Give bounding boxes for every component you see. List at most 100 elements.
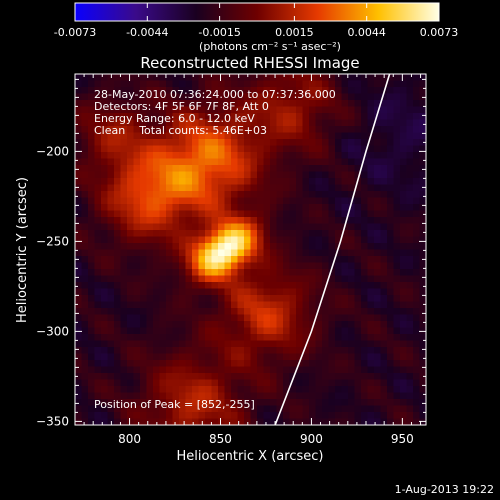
x-tick-label: 850: [209, 432, 232, 446]
heatmap-cell: [127, 74, 135, 82]
heatmap-cell: [120, 340, 128, 348]
heatmap-cell: [101, 236, 109, 244]
heatmap-cell: [101, 132, 109, 140]
heatmap-cell: [257, 230, 265, 238]
heatmap-cell: [101, 321, 109, 329]
heatmap-cell: [257, 386, 265, 394]
heatmap-cell: [192, 379, 200, 387]
heatmap-cell: [101, 80, 109, 88]
heatmap-cell: [341, 139, 349, 147]
heatmap-cell: [322, 353, 330, 361]
heatmap-cell: [127, 139, 135, 147]
heatmap-cell: [335, 366, 343, 374]
heatmap-cell: [263, 145, 271, 153]
heatmap-cell: [192, 399, 200, 407]
heatmap-cell: [244, 184, 252, 192]
heatmap-cell: [283, 204, 291, 212]
heatmap-cell: [159, 217, 167, 225]
heatmap-cell: [127, 373, 135, 381]
heatmap-cell: [120, 132, 128, 140]
heatmap-cell: [250, 321, 258, 329]
heatmap-cell: [133, 106, 141, 114]
heatmap-cell: [328, 100, 336, 108]
heatmap-cell: [172, 360, 180, 368]
heatmap-cell: [283, 191, 291, 199]
heatmap-cell: [88, 327, 96, 335]
heatmap-cell: [75, 347, 83, 355]
heatmap-cell: [257, 334, 265, 342]
heatmap-cell: [289, 334, 297, 342]
heatmap-cell: [387, 353, 395, 361]
heatmap-cell: [263, 412, 271, 420]
heatmap-cell: [114, 334, 122, 342]
heatmap-cell: [328, 379, 336, 387]
heatmap-cell: [406, 379, 414, 387]
heatmap-cell: [289, 379, 297, 387]
heatmap-cell: [257, 295, 265, 303]
heatmap-cell: [244, 119, 252, 127]
heatmap-cell: [296, 262, 304, 270]
heatmap-cell: [101, 106, 109, 114]
heatmap-cell: [419, 373, 426, 381]
heatmap-cell: [120, 308, 128, 316]
heatmap-cell: [133, 171, 141, 179]
heatmap-cell: [153, 262, 161, 270]
heatmap-cell: [107, 327, 115, 335]
heatmap-cell: [257, 184, 265, 192]
heatmap-cell: [101, 139, 109, 147]
heatmap-cell: [257, 249, 265, 257]
heatmap-cell: [120, 243, 128, 251]
heatmap-cell: [140, 230, 148, 238]
heatmap-cell: [205, 158, 213, 166]
heatmap-cell: [107, 288, 115, 296]
heatmap-cell: [419, 412, 426, 420]
heatmap-cell: [283, 132, 291, 140]
heatmap-cell: [205, 171, 213, 179]
heatmap-cell: [218, 197, 226, 205]
heatmap-cell: [231, 80, 239, 88]
heatmap-cell: [257, 106, 265, 114]
heatmap-cell: [179, 269, 187, 277]
heatmap-cell: [419, 197, 426, 205]
annotation-peak-position: Position of Peak = [852,-255]: [94, 398, 255, 411]
heatmap-cell: [120, 139, 128, 147]
heatmap-cell: [419, 171, 426, 179]
heatmap-cell: [101, 392, 109, 400]
heatmap-cell: [302, 353, 310, 361]
heatmap-cell: [101, 405, 109, 413]
heatmap-cell: [198, 178, 206, 186]
heatmap-cell: [192, 100, 200, 108]
heatmap-cell: [211, 113, 219, 121]
heatmap-cell: [94, 230, 102, 238]
heatmap-cell: [361, 282, 369, 290]
heatmap-cell: [211, 373, 219, 381]
heatmap-cell: [166, 165, 174, 173]
heatmap-cell: [296, 236, 304, 244]
heatmap-cell: [179, 301, 187, 309]
heatmap-cell: [289, 353, 297, 361]
heatmap-cell: [146, 392, 154, 400]
heatmap-cell: [107, 373, 115, 381]
heatmap-cell: [400, 243, 408, 251]
heatmap-cell: [133, 275, 141, 283]
heatmap-cell: [328, 223, 336, 231]
heatmap-cell: [198, 119, 206, 127]
heatmap-cell: [133, 418, 141, 425]
heatmap-cell: [218, 392, 226, 400]
heatmap-cell: [387, 152, 395, 160]
heatmap-cell: [211, 236, 219, 244]
heatmap-cell: [88, 373, 96, 381]
heatmap-cell: [354, 132, 362, 140]
y-tick-label: −300: [36, 324, 69, 338]
heatmap-cell: [224, 360, 232, 368]
heatmap-cell: [263, 308, 271, 316]
heatmap-cell: [380, 184, 388, 192]
heatmap-cell: [107, 191, 115, 199]
heatmap-cell: [81, 405, 89, 413]
heatmap-cell: [133, 301, 141, 309]
heatmap-cell: [263, 217, 271, 225]
heatmap-cell: [198, 360, 206, 368]
heatmap-cell: [224, 334, 232, 342]
heatmap-cell: [185, 171, 193, 179]
heatmap-cell: [335, 93, 343, 101]
